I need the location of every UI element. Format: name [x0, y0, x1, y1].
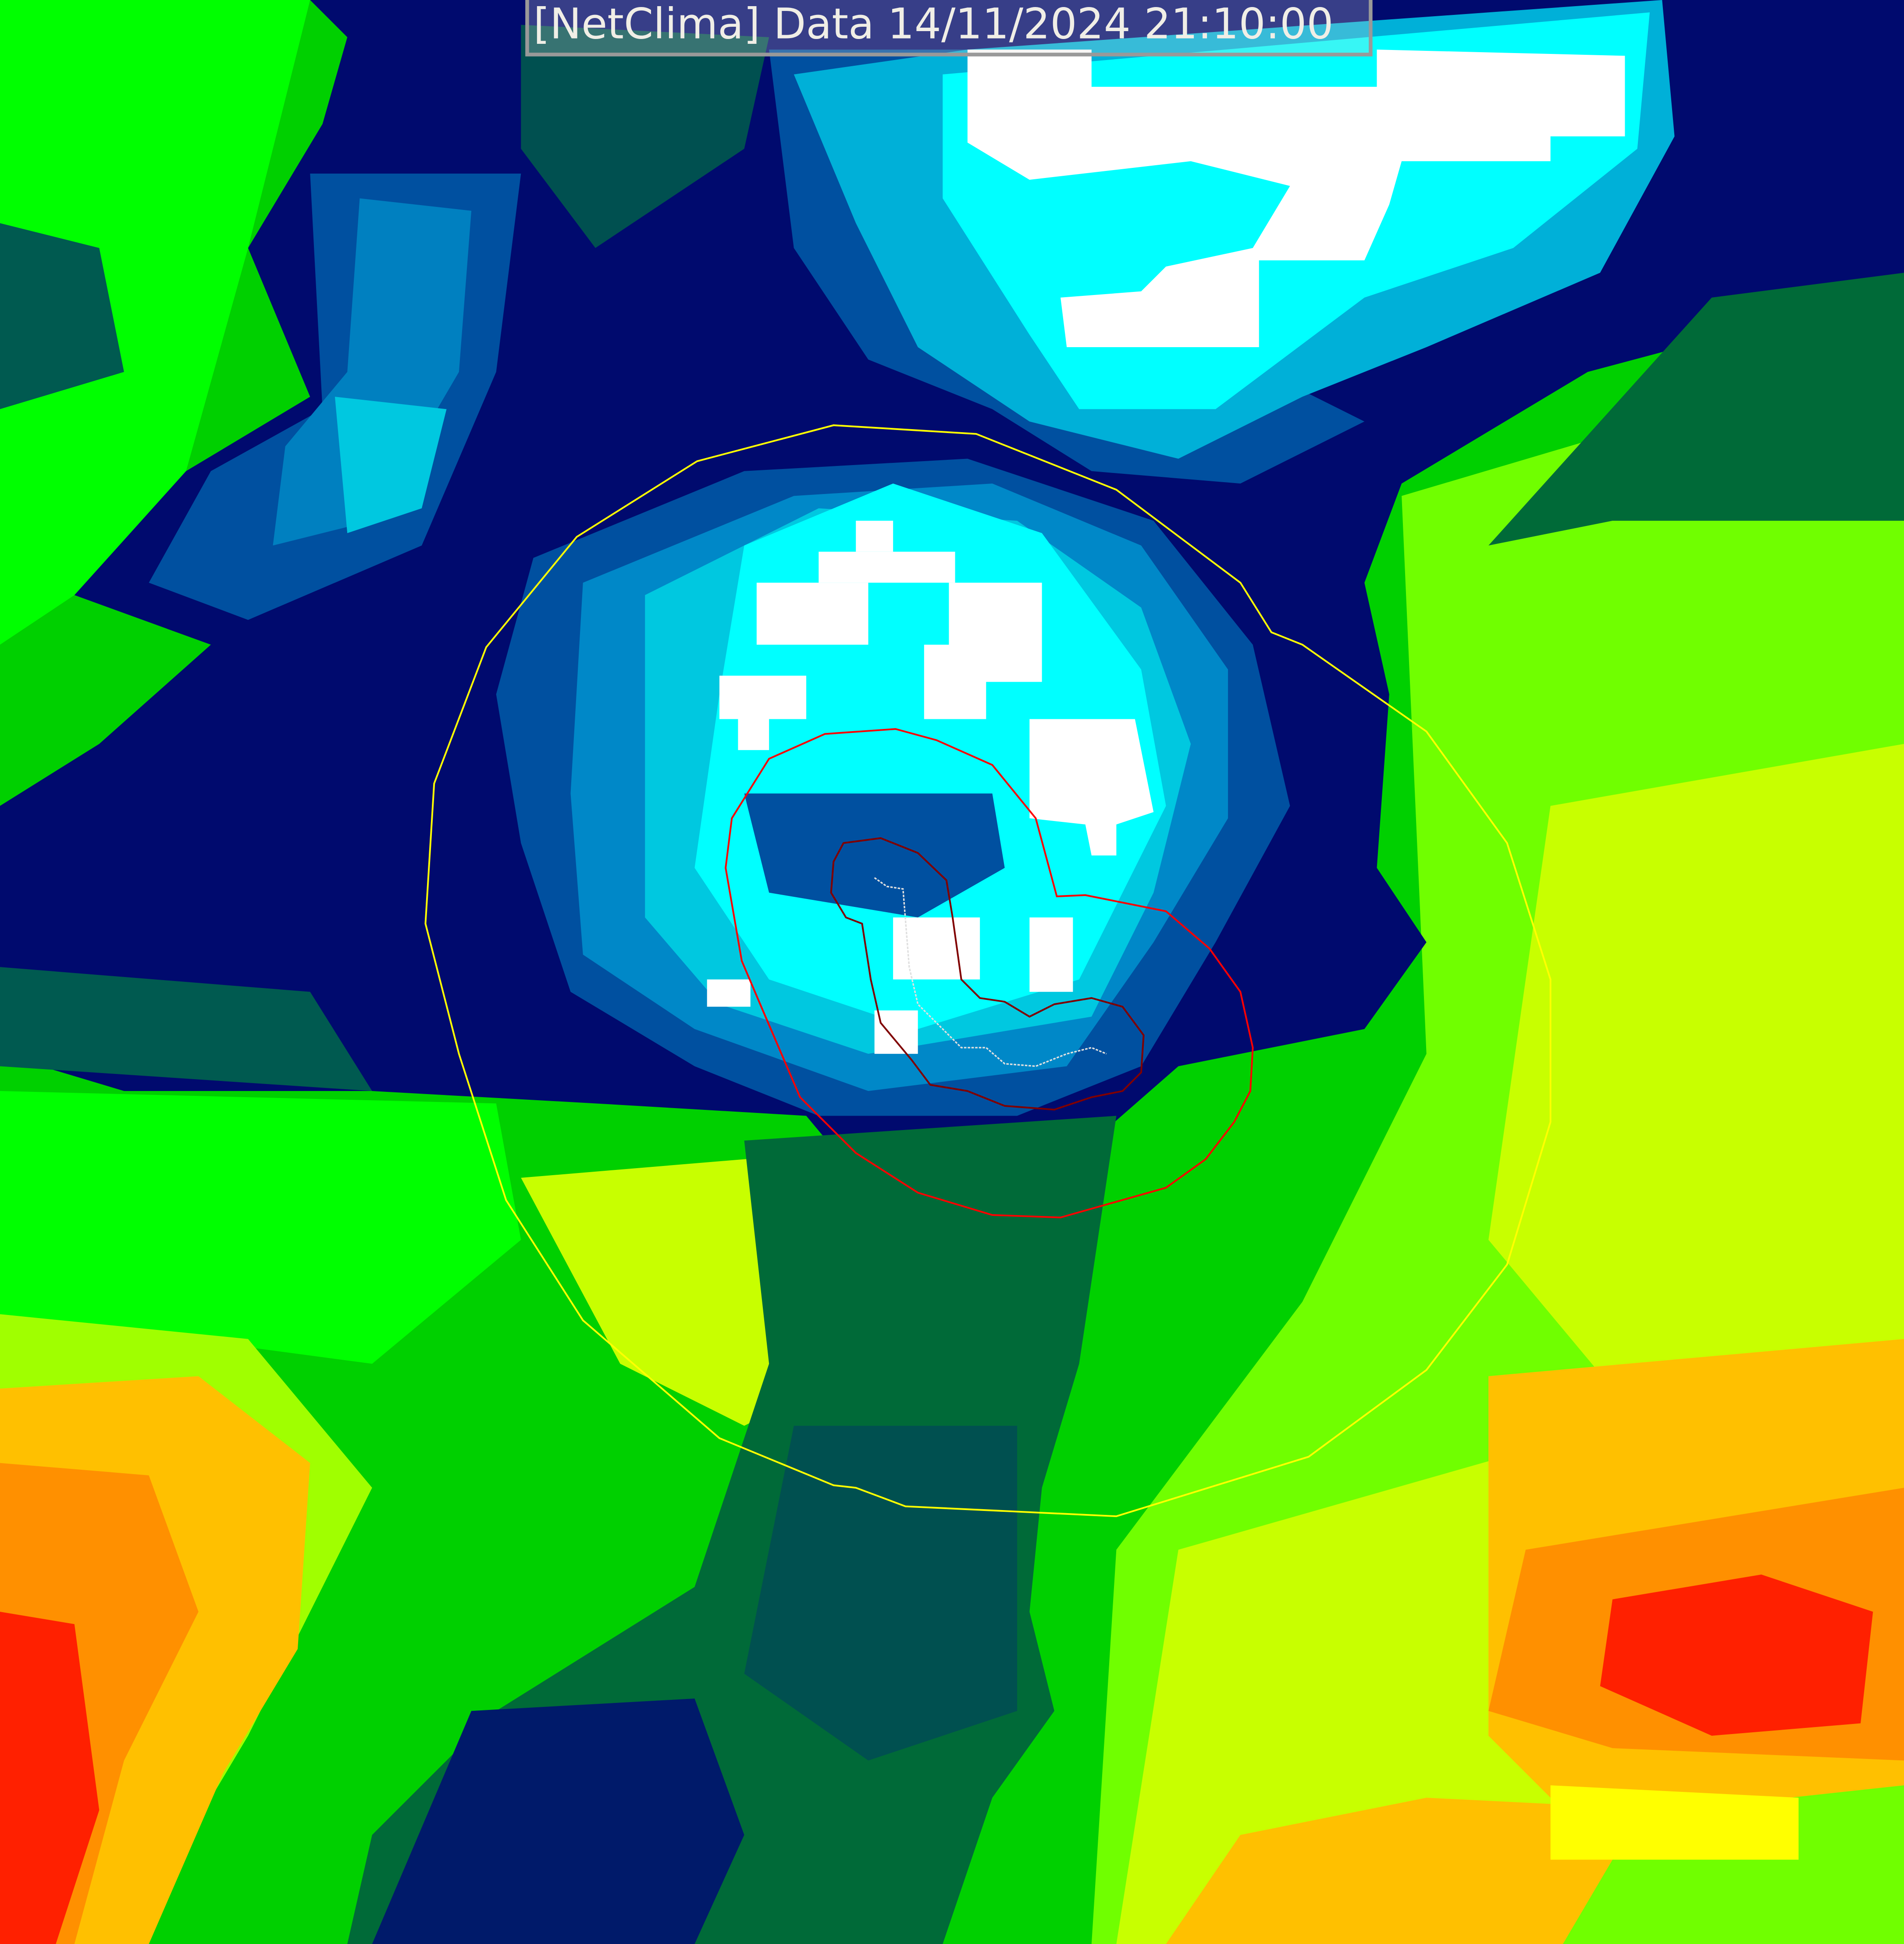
contours — [424, 424, 1552, 1518]
title-box: [NetClima] Data 14/11/2024 21:10:00 — [525, 0, 1373, 57]
storm-track — [874, 877, 1107, 1067]
inner-contour — [830, 837, 1145, 1111]
outer-contour — [424, 424, 1552, 1518]
map-title: [NetClima] Data 14/11/2024 21:10:00 — [534, 0, 1334, 49]
mid-contour — [725, 728, 1254, 1219]
cloud-cores — [707, 520, 1154, 1054]
